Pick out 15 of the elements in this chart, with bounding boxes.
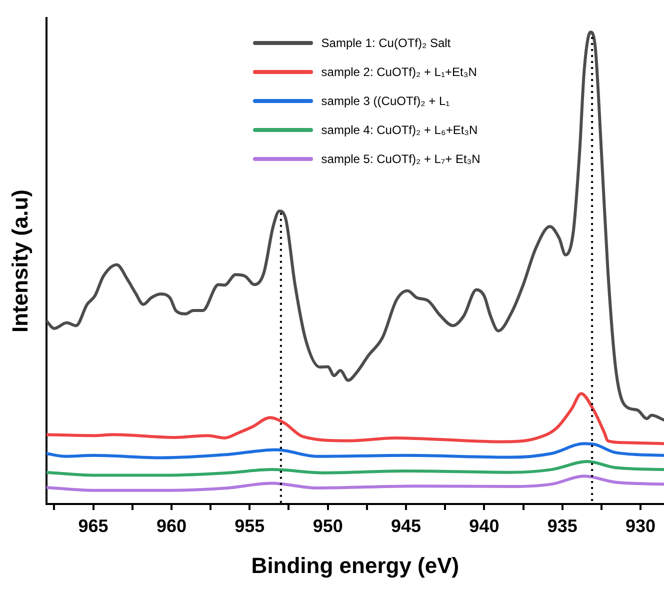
legend-label: sample 3 ((CuOTf)₂ + L₁ — [321, 94, 450, 108]
legend-label: Sample 1: Cu(OTf)₂ Salt — [321, 36, 451, 50]
x-tick-label: 965 — [78, 516, 108, 536]
x-tick-label: 945 — [390, 516, 422, 536]
x-axis-title: Binding energy (eV) — [251, 552, 460, 578]
legend-label: sample 2: CuOTf)₂ + L₁+Et₃N — [321, 64, 477, 78]
legend-label: sample 5: CuOTf)₂ + L₇+ Et₃N — [321, 152, 480, 166]
x-tick-label: 930 — [626, 516, 656, 536]
x-tick-label: 935 — [547, 516, 578, 536]
x-tick-label: 960 — [156, 516, 187, 536]
x-tick-label: 950 — [312, 516, 343, 536]
x-tick-label: 940 — [469, 516, 500, 536]
legend-label: sample 4: CuOTf)₂ + L₆+Et₃N — [321, 122, 478, 136]
x-tick-label: 955 — [234, 516, 265, 536]
y-axis-title: Intensity (a.u) — [7, 189, 32, 333]
